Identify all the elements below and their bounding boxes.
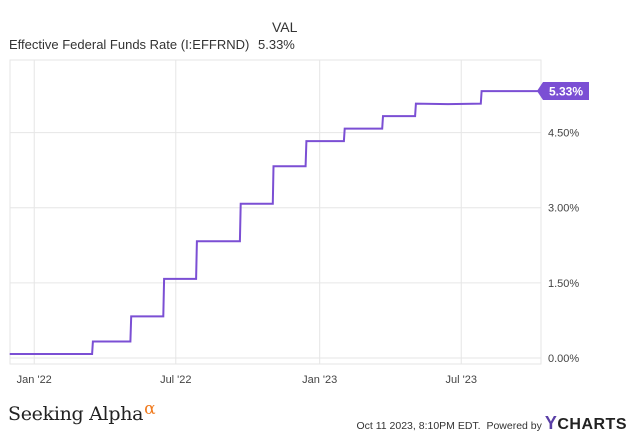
- ycharts-logo[interactable]: YCHARTS: [544, 413, 627, 433]
- data-point: [240, 203, 242, 205]
- data-point: [381, 128, 383, 130]
- data-point: [195, 278, 197, 280]
- y-tick-label: 3.00%: [548, 203, 579, 215]
- x-tick-label: Jan '22: [17, 374, 52, 386]
- data-point: [382, 115, 384, 117]
- x-tick-label: Jul '23: [446, 374, 477, 386]
- seeking-alpha-logo[interactable]: Seeking Alphaα: [8, 399, 156, 425]
- powered-by-label: Powered by: [486, 420, 542, 432]
- y-tick-label: 4.50%: [548, 128, 579, 140]
- y-tick-label: 0.00%: [548, 353, 579, 365]
- data-point: [92, 340, 94, 343]
- end-value-badge-shape: [537, 82, 589, 101]
- x-tick-label: Jul '22: [160, 374, 191, 386]
- y-tick-label: 1.50%: [548, 278, 579, 290]
- data-point: [272, 165, 275, 167]
- data-point: [162, 315, 164, 317]
- legend-series-name[interactable]: Effective Federal Funds Rate (I:EFFRND): [9, 37, 250, 52]
- data-point: [344, 128, 346, 130]
- data-point: [9, 353, 11, 355]
- end-value-badge: 5.33%: [537, 82, 589, 101]
- data-point: [163, 278, 165, 280]
- data-point: [130, 315, 132, 317]
- data-point: [481, 90, 483, 92]
- data-point: [447, 103, 449, 105]
- end-value-label: 5.33%: [549, 85, 583, 99]
- data-point: [272, 203, 274, 205]
- ycharts-logo-y: Y: [544, 413, 558, 433]
- data-point: [129, 340, 131, 343]
- data-point: [343, 140, 345, 142]
- plot-frame: [9, 59, 542, 365]
- data-point: [196, 240, 198, 242]
- legend-header: VAL: [272, 19, 298, 35]
- alpha-symbol: α: [144, 399, 156, 419]
- data-point: [415, 103, 417, 105]
- data-point: [305, 140, 307, 142]
- data-point: [480, 103, 482, 105]
- data-point: [414, 115, 416, 117]
- footer-credits: Oct 11 2023, 8:10PM EDT. Powered by YCHA…: [356, 413, 627, 434]
- data-point: [305, 165, 307, 167]
- data-point: [239, 240, 241, 242]
- timestamp: Oct 11 2023, 8:10PM EDT.: [356, 420, 481, 432]
- x-tick-label: Jan '23: [302, 374, 337, 386]
- data-point: [91, 353, 93, 355]
- legend-series-value: 5.33%: [258, 37, 295, 52]
- brand-name: Seeking Alpha: [8, 403, 144, 425]
- ycharts-logo-text: CHARTS: [557, 416, 627, 433]
